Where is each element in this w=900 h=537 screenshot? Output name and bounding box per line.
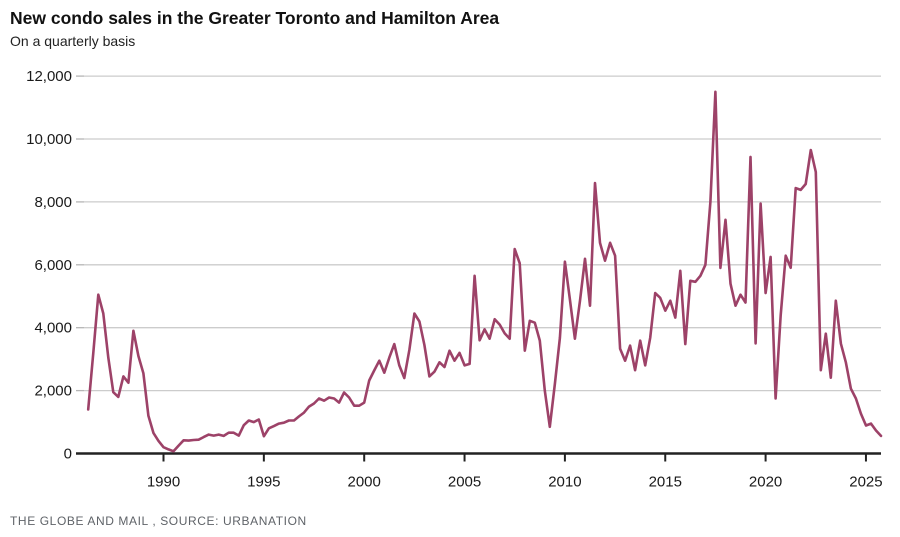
x-tick-label: 2020 [749,474,782,491]
x-tick-label: 2010 [548,474,581,491]
x-tick-label: 1990 [147,474,180,491]
chart-subtitle: On a quarterly basis [10,33,136,49]
chart-title: New condo sales in the Greater Toronto a… [10,8,500,28]
y-tick-label: 12,000 [26,68,72,85]
x-tick-label: 2000 [348,474,381,491]
sales-line-series [86,90,883,453]
y-tick-label: 6,000 [34,257,72,274]
x-tick-label: 1995 [247,474,280,491]
source-credit: THE GLOBE AND MAIL , SOURCE: URBANATION [10,514,307,528]
y-tick-label: 2,000 [34,383,72,400]
x-tick-label: 2005 [448,474,481,491]
x-tick-label: 2025 [849,474,882,491]
y-tick-label: 10,000 [26,131,72,148]
y-tick-label: 0 [64,446,72,463]
y-tick-label: 4,000 [34,320,72,337]
y-tick-label: 8,000 [34,194,72,211]
x-tick-label: 2015 [649,474,682,491]
